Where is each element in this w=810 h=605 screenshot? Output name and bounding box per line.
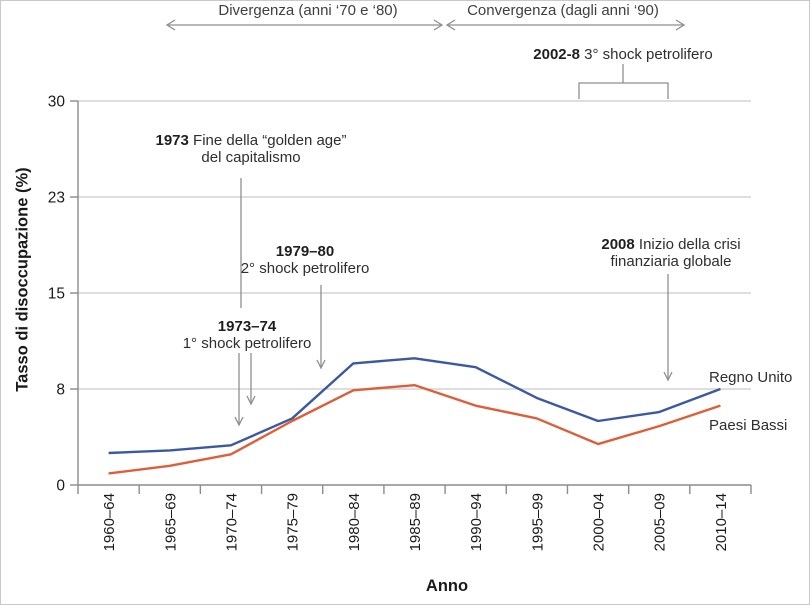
- x-tick-label: 1970–74: [223, 493, 240, 551]
- convergenza-arrow: [445, 19, 686, 31]
- x-tick-label: 1965–69: [162, 493, 179, 551]
- y-axis-title: Tasso di disoccupazione (%): [13, 167, 32, 392]
- y-tick-label: 15: [48, 286, 65, 303]
- x-tick-label: 2000–04: [591, 493, 608, 551]
- y-tick-label: 23: [48, 190, 65, 207]
- x-tick-label: 2010–14: [713, 493, 730, 551]
- annotation-crisis: 2008 Inizio della crisi finanziaria glob…: [601, 236, 741, 270]
- shock1-arrows: [234, 353, 256, 427]
- annotation-shock2: 1979–80 2° shock petrolifero: [240, 243, 370, 277]
- x-tick-label: 1980–84: [346, 493, 363, 551]
- series-label-paesi-bassi: Paesi Bassi: [709, 417, 788, 434]
- phase-convergenza-label: Convergenza (dagli anni ‘90): [467, 2, 659, 19]
- phase-divergenza-label: Divergenza (anni ‘70 e ‘80): [218, 2, 398, 19]
- divergenza-arrow: [165, 19, 444, 31]
- y-tick-label: 30: [48, 94, 66, 111]
- series-label-regno-unito: Regno Unito: [709, 369, 793, 386]
- annotation-shock3: 2002-8 3° shock petrolifero: [533, 46, 713, 63]
- crisis-arrow: [663, 274, 673, 382]
- x-tick-label: 1995–99: [529, 493, 546, 551]
- series-line-regno-unito: [108, 357, 721, 455]
- shock2-arrow: [316, 285, 326, 370]
- y-tick-label: 8: [56, 382, 65, 399]
- x-tick-label: 1975–79: [285, 493, 302, 551]
- x-tick-label: 1985–89: [407, 493, 424, 551]
- series-line-paesi-bassi: [108, 383, 721, 475]
- x-tick-label: 1960–64: [101, 493, 118, 551]
- x-axis-title: Anno: [425, 577, 469, 595]
- shock3-bracket: [578, 64, 669, 99]
- y-tick-label: 0: [56, 478, 65, 495]
- annotation-geometry: [165, 19, 686, 427]
- x-tick-label: 1990–94: [468, 493, 485, 551]
- x-tick-label: 2005–09: [652, 493, 669, 551]
- annotation-golden-age: 1973 Fine della “golden age” del capital…: [155, 132, 347, 166]
- annotation-shock1: 1973–74 1° shock petrolifero: [182, 318, 312, 352]
